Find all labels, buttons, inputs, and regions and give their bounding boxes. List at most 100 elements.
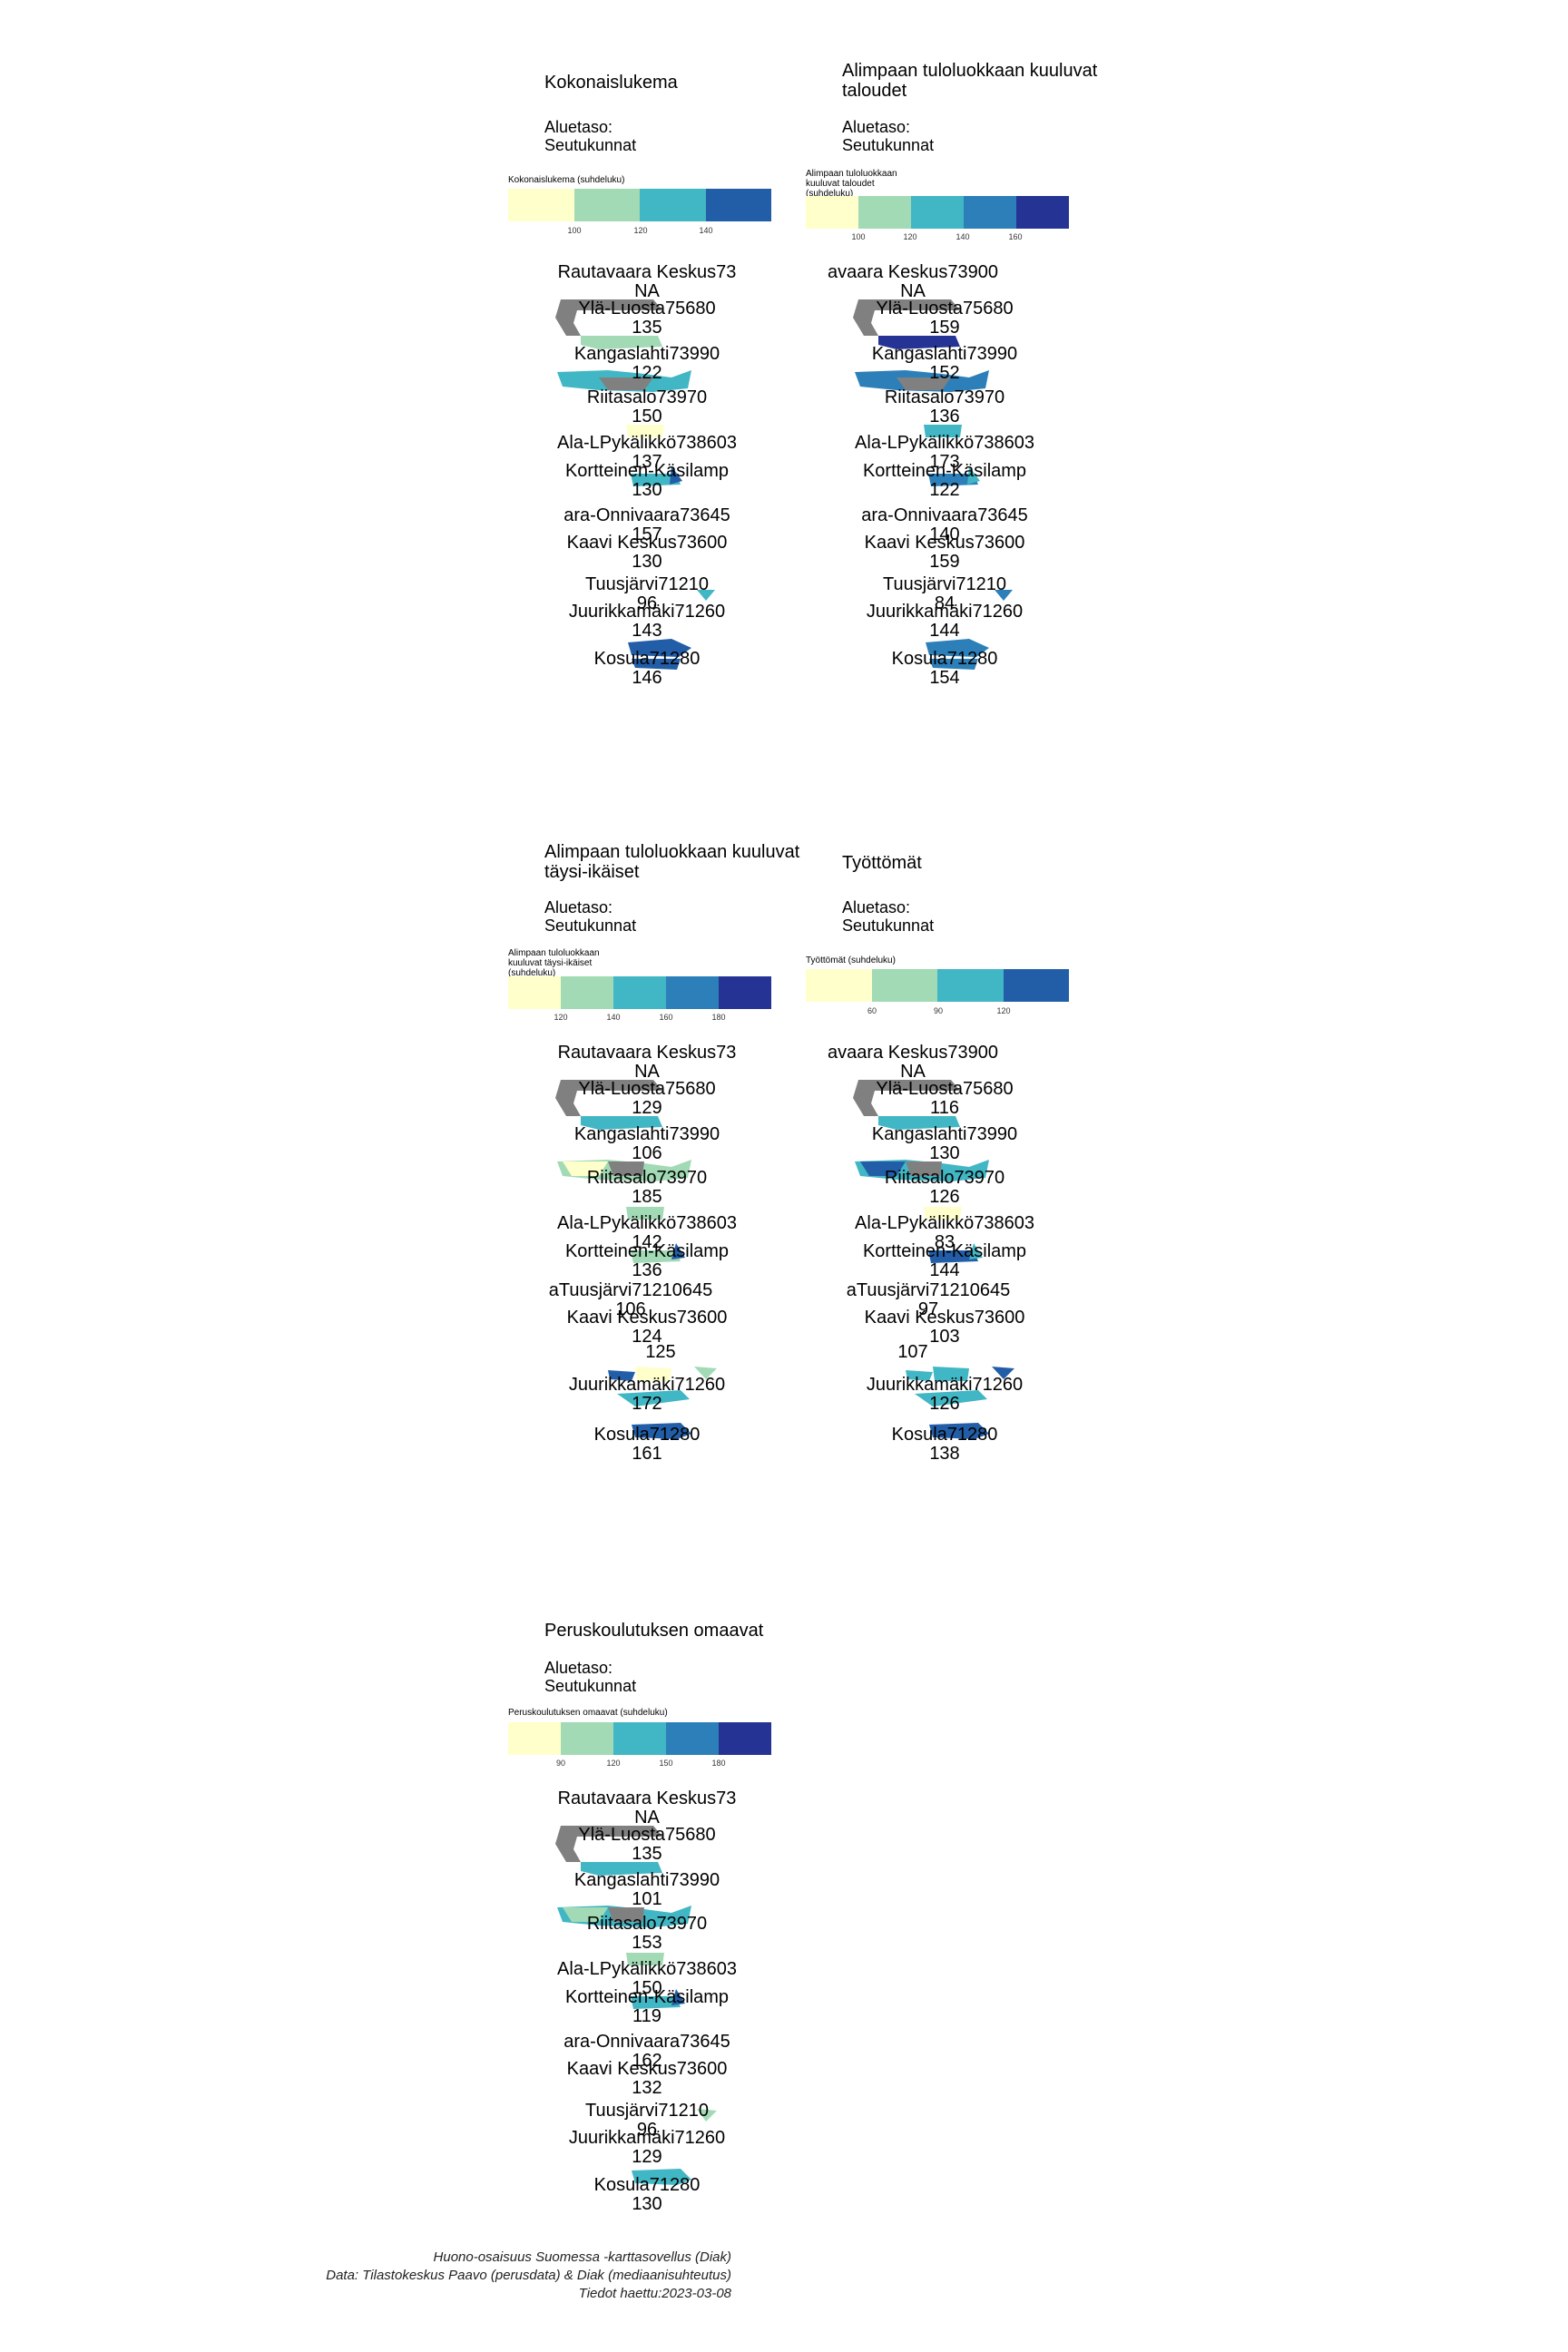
- legend-tick: 90: [555, 1759, 566, 1768]
- region-label: Kosula71280 130: [593, 2175, 701, 2214]
- region-label: ara-Onnivaara73645 140: [861, 505, 1028, 544]
- legend-tick: 90: [933, 1006, 944, 1015]
- legend-swatch: [1003, 969, 1069, 1002]
- legend-swatch: [911, 196, 964, 229]
- legend-swatch: [508, 1722, 561, 1755]
- region-label: Ala-LPykälikkö738603 137: [557, 433, 737, 472]
- region-label: Riitasalo73970 126: [884, 1168, 1005, 1207]
- legend-title: Työttömät (suhdeluku): [806, 956, 896, 965]
- region-label: ara-Onnivaara73645 162: [564, 2032, 730, 2071]
- region-riitasalo-grey: [608, 1907, 644, 1922]
- region-onnivaara: [671, 1243, 685, 1259]
- region-juurikkamaki: [915, 1390, 987, 1406]
- region-label: Riitasalo73970 150: [586, 387, 708, 426]
- legend-swatch: [705, 189, 771, 221]
- region-yla-luosta: [581, 336, 662, 349]
- region-label: Kangaslahti73990 106: [573, 1124, 720, 1163]
- legend-swatch: [508, 976, 561, 1009]
- region-label: Kosula71280 146: [593, 649, 701, 688]
- region-ala-lpykalikko: [626, 1207, 664, 1220]
- region-kosula: [929, 659, 978, 670]
- legend-title: Kokonaislukema (suhdeluku): [508, 175, 625, 185]
- region-label: Juurikkamäki71260 129: [568, 2128, 726, 2167]
- choropleth-map: Rautavaara Keskus73 NA Ylä-Luosta75680 135…: [544, 263, 753, 699]
- region-kortteinen: [631, 1996, 681, 2009]
- region-label: avaara Keskus73900 NA: [828, 1043, 998, 1082]
- legend-tick: 140: [956, 232, 970, 241]
- legend-tick: 160: [659, 1013, 673, 1022]
- legend-swatch: [640, 189, 706, 221]
- legend-title: Peruskoulutuksen omaavat (suhdeluku): [508, 1708, 668, 1718]
- legend-swatch: [613, 976, 666, 1009]
- region-label: 125: [645, 1342, 676, 1362]
- region-kosula: [632, 659, 681, 670]
- legend-tick: 120: [633, 226, 648, 235]
- source-caption: Huono-osaisuus Suomessa -karttasovellus …: [326, 2249, 731, 2303]
- region-onnivaara: [969, 1243, 983, 1259]
- region-label: Kangaslahti73990 130: [871, 1124, 1018, 1163]
- legend-color-bar: [508, 976, 771, 1009]
- region-label: Kaavi Keskus73600 130: [566, 533, 728, 572]
- region-rautavaara-keskus: [555, 1080, 662, 1116]
- region-onnivaara: [671, 1989, 685, 2005]
- region-rautavaara-keskus: [853, 1080, 960, 1116]
- region-riitasalo: [599, 377, 653, 390]
- region-label: Riitasalo73970 185: [586, 1168, 708, 1207]
- region-label: Kortteinen-Käsilamp 144: [862, 1241, 1027, 1280]
- region-rautavaara-keskus: [853, 299, 960, 336]
- region-label: Ala-LPykälikkö738603 173: [855, 433, 1034, 472]
- legend-tick: 140: [606, 1013, 621, 1022]
- region-ala-lpykalikko: [626, 425, 664, 437]
- legend-tick: 100: [567, 226, 582, 235]
- choropleth-map: Rautavaara Keskus73 NA Ylä-Luosta75680 135…: [544, 1789, 753, 2225]
- panel-title: Alimpaan tuloluokkaan kuuluvat taloudet: [842, 61, 1098, 101]
- region-ala-lpykalikko: [626, 1953, 664, 1965]
- panel-subtitle: Aluetaso: Seutukunnat: [544, 118, 637, 154]
- region-label: Ylä-Luosta75680 116: [876, 1079, 1014, 1118]
- region-label: 107: [897, 1342, 928, 1362]
- region-riitasalo-grey: [906, 1161, 942, 1176]
- region-label: Kosula71280 154: [891, 649, 998, 688]
- region-label: Kortteinen-Käsilamp 136: [564, 1241, 730, 1280]
- panel-subtitle: Aluetaso: Seutukunnat: [842, 898, 935, 935]
- caption-line: Tiedot haettu:2023-03-08: [578, 2286, 731, 2301]
- legend-swatch: [719, 976, 771, 1009]
- panel-subtitle: Aluetaso: Seutukunnat: [842, 118, 935, 154]
- legend-color-bar: [508, 1722, 771, 1755]
- legend-title: Alimpaan tuloluokkaan kuuluvat täysi-ikä…: [508, 948, 600, 978]
- legend-swatch: [964, 196, 1016, 229]
- legend-tick: 160: [1008, 232, 1023, 241]
- region-label: Kaavi Keskus73600 103: [864, 1308, 1025, 1347]
- region-riitasalo: [860, 1161, 906, 1176]
- region-label: Juurikkamäki71260 172: [568, 1375, 726, 1414]
- region-kortteinen: [928, 474, 978, 486]
- caption-line: Huono-osaisuus Suomessa -karttasovellus …: [433, 2249, 731, 2265]
- region-label: Kortteinen-Käsilamp 119: [564, 1987, 730, 2026]
- region-tuusjarvi-c: [992, 1367, 1014, 1379]
- region-tuusjarvi-b: [933, 1367, 969, 1381]
- region-label: Ala-LPykälikkö738603 83: [855, 1213, 1034, 1252]
- region-label: Kosula71280 161: [593, 1425, 701, 1464]
- caption-line: Data: Tilastokeskus Paavo (perusdata) & …: [326, 2268, 731, 2283]
- region-onnivaara: [670, 466, 682, 485]
- region-juurikkamaki: [926, 639, 989, 657]
- region-label: Juurikkamäki71260 144: [866, 602, 1024, 641]
- legend-tick: 180: [711, 1013, 726, 1022]
- choropleth-map: Rautavaara Keskus73 NA Ylä-Luosta75680 129…: [544, 1044, 753, 1479]
- legend-swatch: [666, 1722, 719, 1755]
- region-riitasalo: [897, 377, 951, 390]
- legend-swatch: [806, 969, 872, 1002]
- region-label: Ala-LPykälikkö738603 142: [557, 1213, 737, 1252]
- legend-swatch: [871, 969, 937, 1002]
- region-kosula: [632, 2169, 691, 2185]
- legend-tick: 120: [996, 1006, 1011, 1015]
- legend-color-bar: [806, 969, 1069, 1002]
- region-label: Rautavaara Keskus73 NA: [557, 262, 737, 301]
- region-label: Kangaslahti73990 122: [573, 344, 720, 383]
- region-yla-luosta: [581, 1116, 662, 1130]
- region-label: Kaavi Keskus73600 132: [566, 2059, 728, 2098]
- panel-title: Peruskoulutuksen omaavat: [544, 1621, 764, 1641]
- legend-swatch: [719, 1722, 771, 1755]
- panel-title: Työttömät: [842, 853, 922, 873]
- region-label: Ylä-Luosta75680 135: [578, 1825, 716, 1864]
